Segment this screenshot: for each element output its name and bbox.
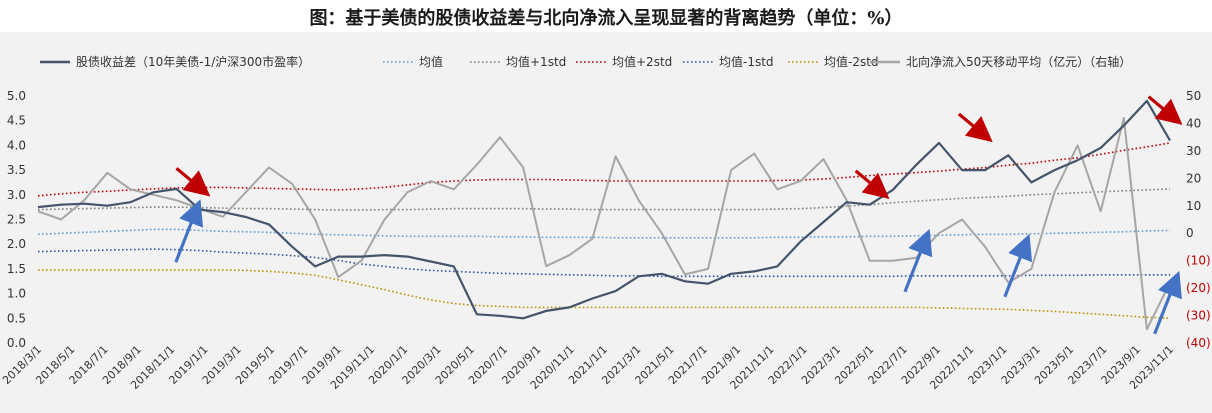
legend-label: 均值 [419,54,443,69]
y-right-tick-label: 30 [1186,144,1201,158]
legend-label: 北向净流入50天移动平均（亿元）（右轴） [906,54,1131,69]
series-line [37,99,1171,320]
y-right-tick-label: 40 [1186,116,1201,130]
y-left-tick-label: 1.5 [7,262,26,276]
y-left-tick-label: 0.0 [7,336,26,350]
red-arrow [1147,95,1183,125]
chart-title: 图：基于美债的股债收益差与北向净流入呈现显著的背离趋势（单位：%） [309,8,903,29]
y-right-tick-label: (20) [1186,281,1211,295]
blue-arrow [1153,270,1182,335]
legend-label: 均值-1std [719,54,774,69]
red-arrow [175,167,211,197]
blue-arrow [903,228,933,293]
y-left-tick-label: 3.0 [7,188,26,202]
y-right-tick-label: (10) [1186,254,1211,268]
blue-arrow [174,199,204,263]
red-arrow [957,112,993,143]
series-line [37,117,1171,331]
chart-legend: 股债收益差（10年美债-1/沪深300市盈率） 均值 均值+1std 均值+2std 均… [40,54,1131,69]
legend-label: 均值-2std [824,54,879,69]
y-right-tick-label: 50 [1186,89,1201,103]
y-right-tick-label: (30) [1186,309,1211,323]
y-right-tick-label: 10 [1186,199,1201,213]
y-axis-left: 0.0 0.5 1.0 1.5 2.0 2.5 3.0 3.5 4.0 4.5 5.0 [7,89,26,350]
red-arrow [854,169,890,199]
y-left-tick-label: 4.5 [7,114,26,128]
y-right-tick-label: 20 [1186,171,1201,185]
y-left-tick-label: 2.0 [7,237,26,251]
series-line [37,142,1171,197]
series-line [38,269,1171,320]
series-line [37,188,1171,211]
series-line [37,228,1171,239]
y-left-tick-label: 2.5 [7,213,26,227]
y-left-tick-label: 1.0 [7,287,26,301]
y-left-tick-label: 0.5 [7,311,26,325]
series-line [37,248,1170,278]
y-right-tick-label: 0 [1186,226,1194,240]
legend-label: 均值+2std [612,54,672,69]
blue-arrow [1003,233,1033,298]
legend-label: 均值+1std [506,54,566,69]
y-left-tick-label: 5.0 [7,89,26,103]
legend-label: 股债收益差（10年美债-1/沪深300市盈率） [76,54,310,69]
y-left-tick-label: 4.0 [7,138,26,152]
annotation-arrows [174,95,1183,335]
y-axis-right: (40) (30) (20) (10) 0 10 20 30 40 50 [1186,89,1211,350]
y-right-tick-label: (40) [1186,336,1211,350]
series-group [37,99,1171,331]
x-axis: 2018/3/12018/5/12018/7/12018/9/12018/11/… [0,343,1176,392]
y-left-tick-label: 3.5 [7,163,26,177]
